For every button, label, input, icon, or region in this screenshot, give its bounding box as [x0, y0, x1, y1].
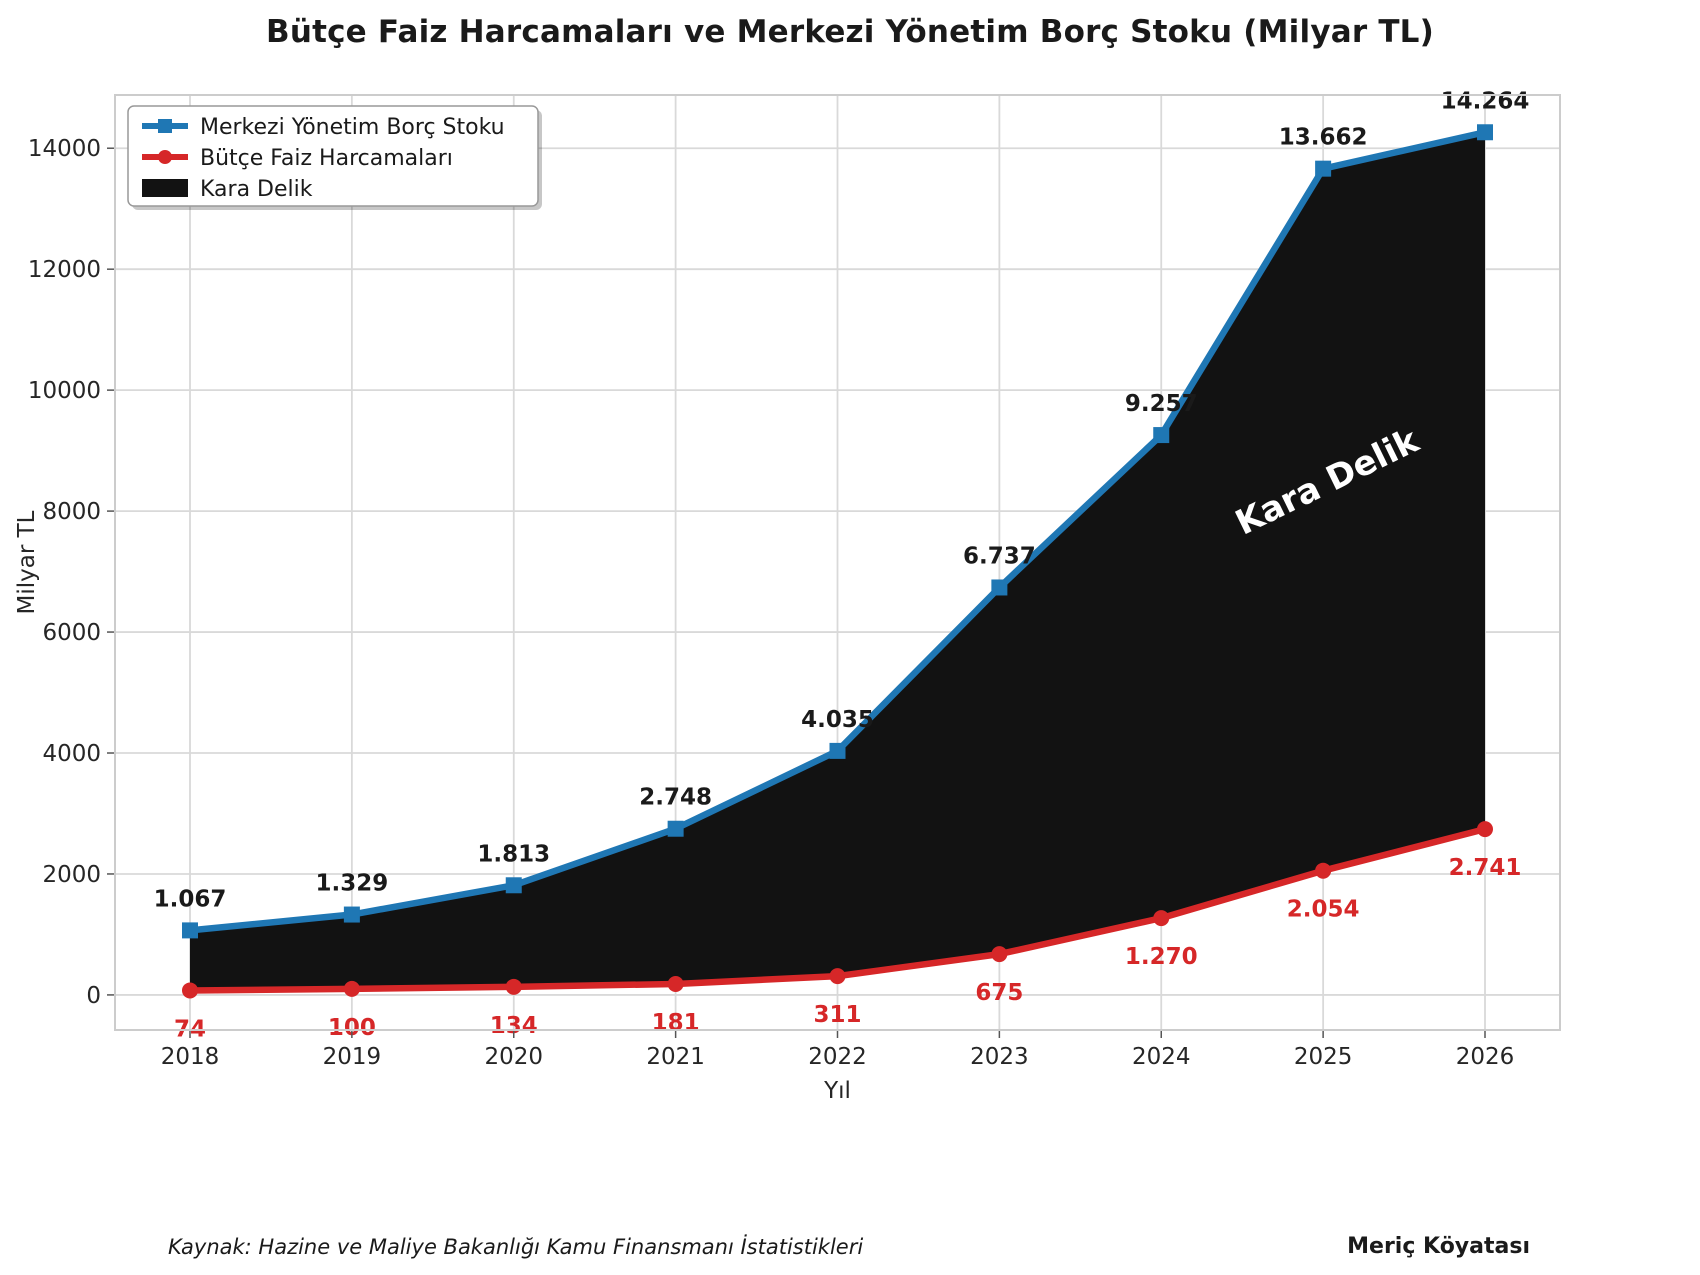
interest-value-label: 311 [813, 1002, 861, 1028]
legend-item-interest: Bütçe Faiz Harcamaları [200, 146, 453, 171]
y-tick-label: 0 [86, 983, 101, 1009]
interest-point [505, 978, 522, 995]
legend-marker-square [158, 119, 172, 133]
interest-point [991, 946, 1008, 963]
debt-value-label: 1.813 [477, 841, 550, 867]
debt-value-label: 1.329 [315, 871, 388, 897]
debt-point [829, 742, 846, 759]
interest-value-label: 2.054 [1287, 897, 1360, 923]
debt-point [991, 579, 1008, 596]
debt-point [1477, 124, 1493, 141]
debt-value-label: 14.264 [1441, 88, 1530, 114]
debt-point [343, 906, 360, 923]
x-tick-label: 2021 [646, 1044, 705, 1070]
debt-point [182, 922, 198, 939]
debt-point [1153, 427, 1170, 444]
y-tick-label: 6000 [42, 620, 101, 646]
legend-item-kara-delik: Kara Delik [200, 177, 313, 202]
interest-point [1477, 821, 1493, 838]
interest-point [182, 982, 198, 999]
y-tick-label: 12000 [28, 257, 101, 283]
debt-value-label: 2.748 [639, 785, 712, 811]
legend-item-debt: Merkezi Yönetim Borç Stoku [200, 115, 505, 140]
legend-box [127, 105, 539, 207]
kara-delik-area [190, 132, 1485, 991]
y-tick-label: 4000 [42, 741, 101, 767]
interest-point [829, 968, 846, 985]
debt-value-label: 1.067 [154, 886, 227, 912]
interest-value-label: 2.741 [1449, 855, 1522, 881]
debt-point [1315, 160, 1332, 177]
x-tick-label: 2023 [970, 1044, 1029, 1070]
debt-point [667, 820, 684, 837]
legend-marker-patch [142, 179, 188, 197]
y-axis-label: Milyar TL [14, 510, 40, 614]
debt-value-label: 9.257 [1125, 391, 1198, 417]
legend-marker-circle [158, 150, 172, 164]
interest-point [1315, 862, 1332, 879]
interest-point [343, 980, 360, 997]
author-credit: Meriç Köyatası [1347, 1234, 1530, 1259]
x-tick-label: 2024 [1132, 1044, 1191, 1070]
x-axis-label: Yıl [823, 1078, 851, 1104]
interest-value-label: 1.270 [1125, 944, 1198, 970]
x-tick-label: 2018 [161, 1044, 220, 1070]
debt-value-label: 6.737 [963, 543, 1036, 569]
interest-point [667, 975, 684, 992]
x-tick-label: 2025 [1294, 1044, 1353, 1070]
y-tick-label: 8000 [42, 499, 101, 525]
interest-point [1153, 910, 1170, 927]
debt-value-label: 13.662 [1279, 125, 1368, 151]
y-tick-label: 10000 [28, 378, 101, 404]
debt-value-label: 4.035 [801, 707, 874, 733]
x-tick-label: 2022 [808, 1044, 867, 1070]
chart-title: Bütçe Faiz Harcamaları ve Merkezi Yöneti… [265, 14, 1434, 50]
debt-point [505, 877, 522, 894]
x-tick-label: 2020 [484, 1044, 543, 1070]
x-tick-label: 2026 [1456, 1044, 1515, 1070]
plot-border [114, 94, 1561, 1031]
x-tick-label: 2019 [323, 1044, 382, 1070]
y-tick-label: 14000 [28, 136, 101, 162]
y-tick-label: 2000 [42, 862, 101, 888]
source-note: Kaynak: Hazine ve Maliye Bakanlığı Kamu … [168, 1235, 864, 1259]
interest-value-label: 675 [975, 980, 1023, 1006]
